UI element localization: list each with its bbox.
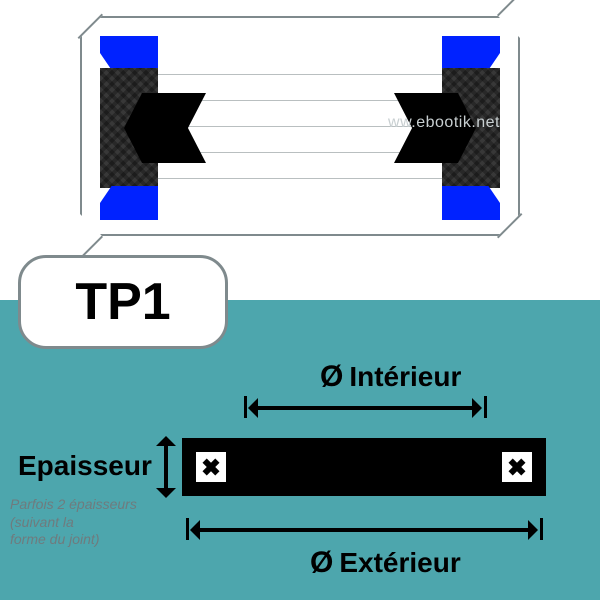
cross-mark-left: [196, 452, 226, 482]
lip-blue-bottom: [442, 186, 500, 220]
watermark-text: ww.ebootik.net: [388, 114, 500, 132]
lip-blue-top: [100, 36, 158, 70]
seal-bar: [182, 438, 546, 496]
thickness-arrow: [164, 438, 168, 496]
exterior-arrow: [192, 528, 536, 532]
cross-section-panel: ww.ebootik.net: [80, 16, 520, 236]
inner-stripe: [158, 74, 442, 75]
tick: [244, 396, 247, 418]
thickness-label: Epaisseur: [18, 450, 152, 482]
tick: [540, 518, 543, 540]
figure-root: ww.ebootik.net TP1 ØIntérieur ØExtérieur…: [0, 0, 600, 600]
diameter-symbol: Ø: [320, 360, 343, 393]
interior-dimension-label: ØIntérieur: [320, 360, 461, 394]
tick: [186, 518, 189, 540]
tick: [484, 396, 487, 418]
lip-blue-bottom: [100, 186, 158, 220]
diameter-symbol: Ø: [310, 546, 333, 579]
interior-arrow: [250, 406, 480, 410]
thickness-note: Parfois 2 épaisseurs (suivant la forme d…: [10, 496, 137, 549]
inner-stripe: [158, 178, 442, 179]
exterior-dimension-label: ØExtérieur: [310, 546, 461, 580]
lip-blue-top: [442, 36, 500, 70]
cross-mark-right: [502, 452, 532, 482]
dimension-diagram: ØIntérieur ØExtérieur Epaisseur Parfois …: [0, 300, 600, 600]
